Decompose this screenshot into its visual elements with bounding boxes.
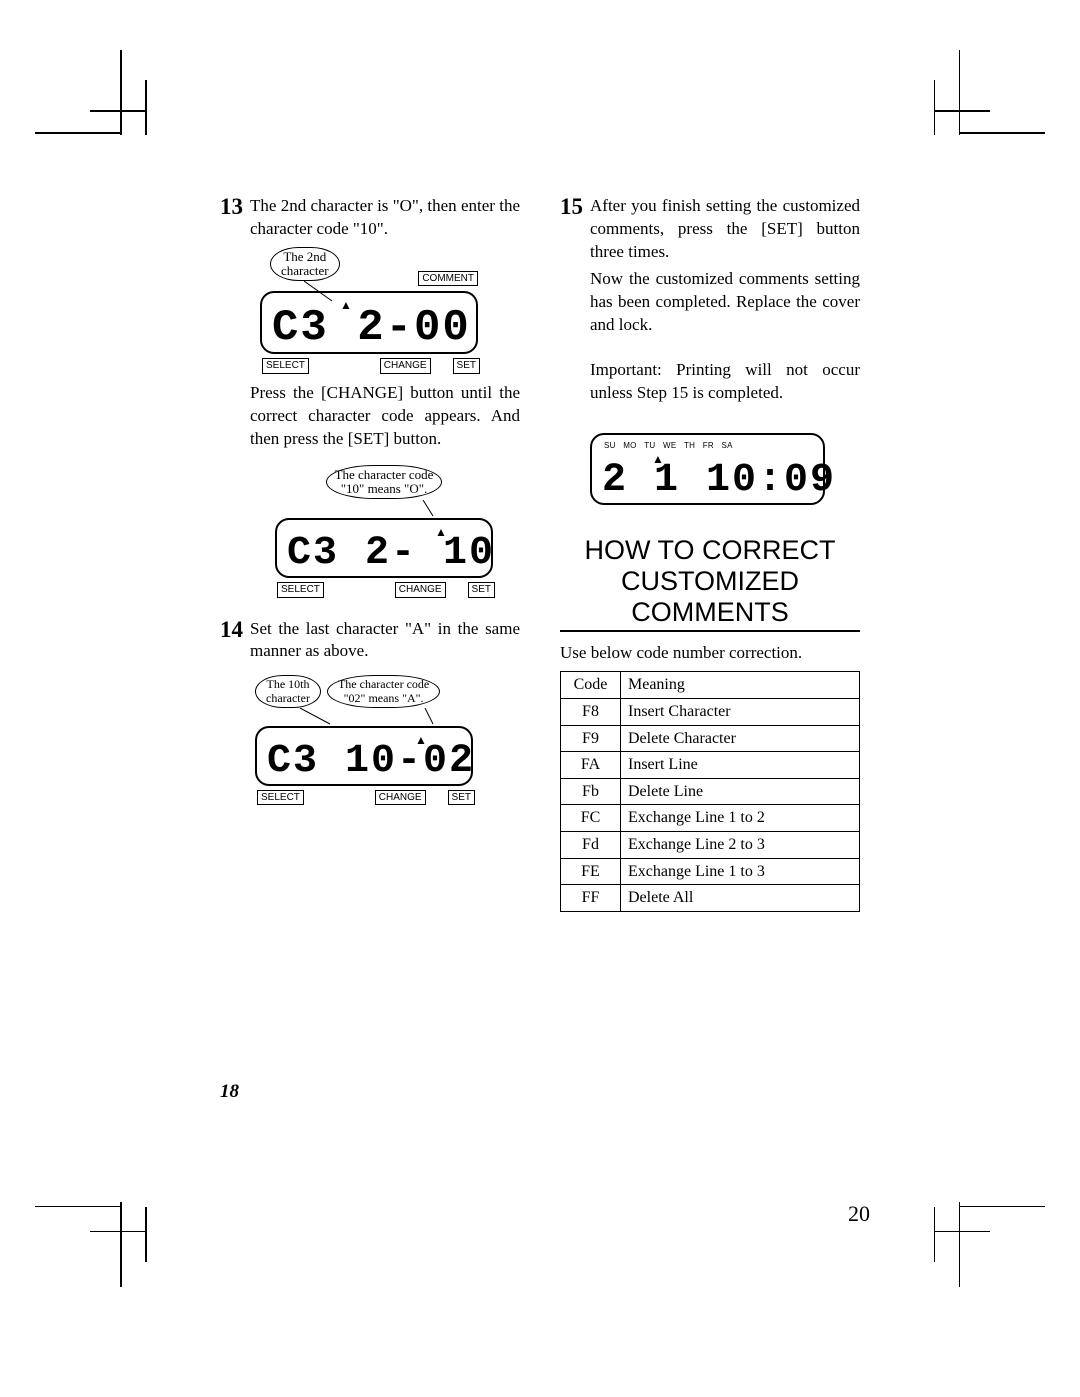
change-button[interactable]: CHANGE: [375, 790, 426, 806]
callout-pointer-icon: [255, 708, 475, 726]
button-row: SELECT CHANGE SET: [275, 582, 495, 598]
content-columns: 13 The 2nd character is "O", then enter …: [220, 195, 860, 912]
callout-pointer-icon: [415, 500, 445, 518]
table-row: Code Meaning: [561, 672, 860, 699]
lcd-diagram-3: The 10th character The character code "0…: [220, 675, 520, 805]
callout-10th-char: The 10th character: [255, 675, 321, 707]
callout-code-10: The character code "10" means "O".: [326, 465, 443, 500]
page-number-inner: 18: [220, 1081, 239, 1103]
lcd-screen: ▲ C3 2-00: [260, 291, 478, 355]
crop-mark: [934, 80, 936, 135]
set-button[interactable]: SET: [453, 358, 480, 374]
th-code: Code: [561, 672, 621, 699]
crop-mark: [959, 1202, 961, 1287]
lcd-diagram-2: The character code "10" means "O". ▲ C3 …: [220, 465, 520, 598]
step-number: 13: [220, 195, 243, 241]
change-button[interactable]: CHANGE: [395, 582, 446, 598]
step-13: 13 The 2nd character is "O", then enter …: [220, 195, 520, 241]
step-15: 15 After you finish setting the customiz…: [560, 195, 860, 264]
table-row: F8Insert Character: [561, 698, 860, 725]
clock-diagram: SU MO TU WE TH FR SA ▲ 2 1 10:09: [560, 433, 860, 506]
step-13-para: Press the [CHANGE] button until the corr…: [220, 382, 520, 451]
caret-icon: ▲: [652, 451, 664, 467]
page: 13 The 2nd character is "O", then enter …: [0, 0, 1080, 1397]
callout-code-02: The character code "02" means "A".: [327, 675, 440, 707]
code-table: Code Meaning F8Insert Character F9Delete…: [560, 671, 860, 911]
select-button[interactable]: SELECT: [262, 358, 309, 374]
change-button[interactable]: CHANGE: [380, 358, 431, 374]
table-row: FAInsert Line: [561, 752, 860, 779]
crop-mark: [90, 1231, 145, 1233]
crop-mark: [935, 110, 990, 112]
step-text: Set the last character "A" in the same m…: [250, 618, 520, 664]
lcd-readout: C3 10-02: [265, 744, 463, 780]
table-row: FEExchange Line 1 to 3: [561, 858, 860, 885]
crop-mark: [90, 110, 145, 112]
crop-mark: [960, 1206, 1045, 1208]
caret-icon: ▲: [435, 524, 447, 540]
section-subtitle: Use below code number correction.: [560, 642, 860, 665]
table-row: FFDelete All: [561, 885, 860, 912]
lcd-screen: ▲ C3 2- 10: [275, 518, 493, 578]
crop-mark: [120, 1202, 122, 1287]
crop-mark: [145, 80, 147, 135]
right-column: 15 After you finish setting the customiz…: [560, 195, 860, 912]
step-14: 14 Set the last character "A" in the sam…: [220, 618, 520, 664]
day-row: SU MO TU WE TH FR SA: [600, 441, 815, 452]
caret-icon: ▲: [340, 297, 352, 313]
crop-mark: [935, 1231, 990, 1233]
button-row: SELECT CHANGE SET: [255, 790, 475, 806]
table-row: F9Delete Character: [561, 725, 860, 752]
set-button[interactable]: SET: [448, 790, 475, 806]
select-button[interactable]: SELECT: [257, 790, 304, 806]
lcd-readout: 2 1 10:09: [600, 463, 815, 499]
page-number-outer: 20: [848, 1201, 870, 1227]
section-title: HOW TO CORRECT CUSTOMIZED COMMENTS: [560, 535, 860, 632]
crop-mark: [934, 1207, 936, 1262]
step-15-paras: Now the customized comments setting has …: [560, 268, 860, 405]
crop-mark: [960, 132, 1045, 134]
table-row: FCExchange Line 1 to 2: [561, 805, 860, 832]
step-text: After you finish setting the customized …: [590, 195, 860, 264]
lcd-readout: C3 2- 10: [285, 536, 483, 572]
crop-mark: [35, 132, 120, 134]
select-button[interactable]: SELECT: [277, 582, 324, 598]
step-text: The 2nd character is "O", then enter the…: [250, 195, 520, 241]
left-column: 13 The 2nd character is "O", then enter …: [220, 195, 520, 912]
table-row: FdExchange Line 2 to 3: [561, 831, 860, 858]
lcd-screen: SU MO TU WE TH FR SA ▲ 2 1 10:09: [590, 433, 825, 506]
th-meaning: Meaning: [621, 672, 860, 699]
crop-mark: [145, 1207, 147, 1262]
label-comment: COMMENT: [418, 271, 478, 287]
step-number: 14: [220, 618, 243, 664]
crop-mark: [120, 50, 122, 135]
lcd-readout: C3 2-00: [270, 309, 468, 349]
set-button[interactable]: SET: [468, 582, 495, 598]
lcd-screen: ▲ C3 10-02: [255, 726, 473, 786]
lcd-diagram-1: The 2nd character COMMENT ▲ C3 2-00 SELE…: [220, 251, 520, 374]
callout-2nd-char: The 2nd character: [270, 247, 340, 282]
crop-mark: [35, 1206, 120, 1208]
step-number: 15: [560, 195, 583, 264]
button-row: SELECT CHANGE SET: [260, 358, 480, 374]
crop-mark: [959, 50, 961, 135]
section-rule: [560, 630, 860, 632]
table-row: FbDelete Line: [561, 778, 860, 805]
caret-icon: ▲: [415, 732, 427, 748]
